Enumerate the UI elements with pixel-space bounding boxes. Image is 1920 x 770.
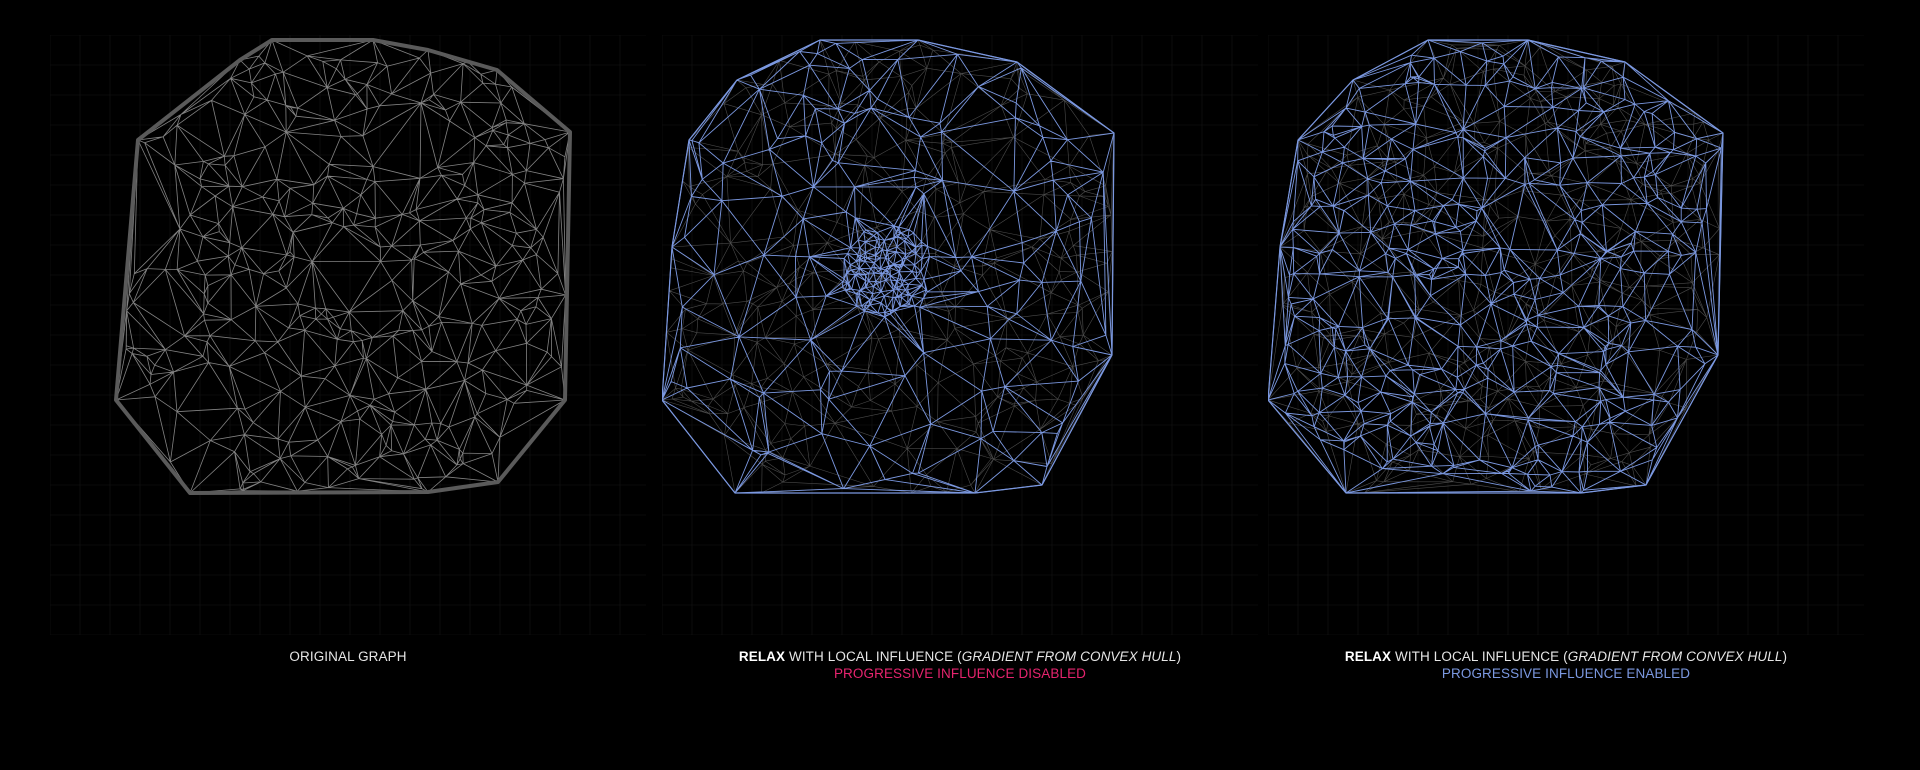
relax-disabled-diagram	[662, 35, 1258, 635]
caption-subtitle: PROGRESSIVE INFLUENCE ENABLED	[1441, 666, 1691, 681]
original-graph-diagram	[50, 35, 646, 635]
original-graph-caption: ORIGINAL GRAPH	[50, 648, 646, 665]
background-grid	[662, 35, 1258, 635]
caption-italic-text: GRADIENT FROM CONVEX HULL	[961, 649, 1177, 664]
caption-title: ORIGINAL GRAPH	[289, 649, 407, 664]
original-graph-panel	[50, 35, 646, 635]
caption-subtitle: PROGRESSIVE INFLUENCE DISABLED	[833, 666, 1087, 681]
background-grid	[1268, 35, 1864, 635]
relax-enabled-caption: RELAX WITH LOCAL INFLUENCE (GRADIENT FRO…	[1268, 648, 1864, 682]
background-grid	[50, 35, 646, 635]
relax-enabled-panel	[1268, 35, 1864, 635]
convex-hull	[1268, 39, 1724, 494]
caption-relax-word: RELAX	[1344, 649, 1392, 664]
caption-end-text: )	[1782, 649, 1788, 664]
caption-end-text: )	[1176, 649, 1182, 664]
convex-hull	[662, 39, 1115, 494]
convex-hull	[114, 38, 572, 495]
relax-disabled-caption: RELAX WITH LOCAL INFLUENCE (GRADIENT FRO…	[662, 648, 1258, 682]
relaxed-mesh-edges	[662, 39, 1115, 494]
caption-italic-text: GRADIENT FROM CONVEX HULL	[1567, 649, 1783, 664]
caption-title: RELAX WITH LOCAL INFLUENCE (GRADIENT FRO…	[1268, 648, 1864, 665]
caption-mid-text: WITH LOCAL INFLUENCE (	[785, 649, 962, 664]
caption-relax-word: RELAX	[738, 649, 786, 664]
relax-enabled-diagram	[1268, 35, 1864, 635]
relax-disabled-panel	[662, 35, 1258, 635]
caption-title: RELAX WITH LOCAL INFLUENCE (GRADIENT FRO…	[662, 648, 1258, 665]
caption-mid-text: WITH LOCAL INFLUENCE (	[1391, 649, 1568, 664]
